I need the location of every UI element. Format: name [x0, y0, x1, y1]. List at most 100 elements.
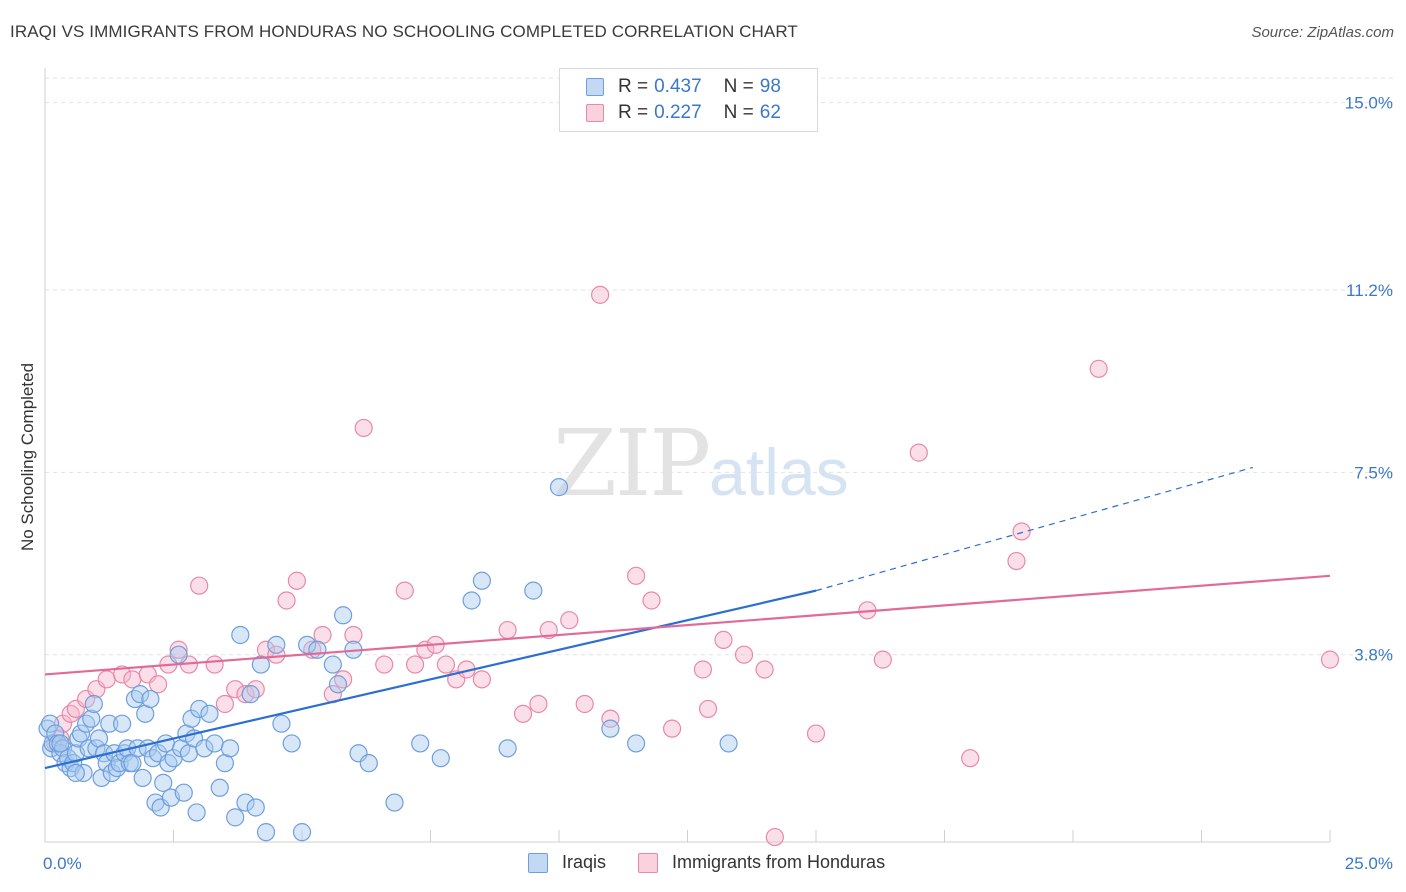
- legend-row-honduras: R = 0.227 N = 62: [586, 102, 781, 124]
- legend-r-label: R =: [618, 76, 649, 97]
- data-point-iraqis: [462, 591, 481, 610]
- watermark: ZIPatlas: [553, 410, 849, 517]
- data-point-honduras: [236, 685, 255, 704]
- tick-labels: 3.8% 7.5% 11.2% 15.0% 0.0% 25.0%: [43, 94, 1393, 873]
- data-point-honduras: [539, 620, 558, 640]
- data-point-honduras: [698, 699, 718, 719]
- data-point-iraqis: [210, 778, 229, 797]
- trend-line-iraqis-extension: [815, 466, 1254, 592]
- data-point-iraqis: [359, 754, 378, 773]
- data-point-iraqis: [385, 793, 404, 812]
- data-point-honduras: [169, 640, 188, 659]
- data-point-iraqis: [169, 645, 188, 664]
- legend-r-value: 0.437: [654, 76, 702, 97]
- correlation-legend: R = 0.437 N = 98 R = 0.227 N = 62: [559, 68, 818, 132]
- legend-label-honduras: Immigrants from Honduras: [672, 852, 886, 872]
- data-point-iraqis: [719, 734, 738, 753]
- data-point-honduras: [277, 591, 296, 610]
- data-point-honduras: [395, 581, 414, 600]
- data-point-iraqis: [251, 655, 270, 674]
- legend-n-value: 98: [759, 76, 781, 97]
- data-point-iraqis: [84, 694, 103, 714]
- data-point-iraqis: [292, 823, 312, 842]
- trend-lines: [44, 466, 1331, 770]
- source-label: Source: ZipAtlas.com: [1251, 24, 1394, 41]
- data-point-honduras: [806, 724, 826, 743]
- data-point-iraqis: [112, 714, 132, 733]
- legend-item-honduras[interactable]: Immigrants from Honduras: [638, 852, 885, 873]
- data-point-iraqis: [241, 685, 260, 704]
- data-point-iraqis: [308, 640, 327, 659]
- data-point-iraqis: [282, 734, 301, 753]
- data-point-iraqis: [71, 724, 91, 743]
- data-point-iraqis: [125, 689, 145, 709]
- data-point-iraqis: [174, 783, 193, 802]
- data-point-honduras: [513, 704, 533, 723]
- data-point-honduras: [961, 749, 980, 768]
- data-point-honduras: [215, 694, 234, 714]
- data-point-iraqis: [141, 689, 160, 709]
- data-point-iraqis: [205, 734, 224, 753]
- axes: [44, 68, 1331, 843]
- legend-r-value: 0.227: [654, 102, 702, 123]
- data-point-honduras: [909, 443, 928, 462]
- data-point-honduras: [287, 571, 306, 590]
- data-point-iraqis: [272, 714, 291, 733]
- legend-swatch-pink: [586, 104, 604, 122]
- data-point-honduras: [375, 655, 394, 674]
- x-tick-label: 25.0%: [1345, 854, 1393, 873]
- data-point-honduras: [601, 709, 620, 728]
- data-point-iraqis: [549, 478, 569, 497]
- legend-n-label: N =: [723, 76, 754, 97]
- legend-label-iraqis: Iraqis: [562, 852, 607, 872]
- data-point-iraqis: [130, 685, 150, 704]
- data-point-iraqis: [154, 773, 173, 792]
- y-tick-label: 3.8%: [1354, 646, 1393, 665]
- data-point-honduras: [405, 655, 425, 674]
- series-legend: Iraqis Immigrants from Honduras: [0, 852, 1406, 876]
- data-point-honduras: [1007, 551, 1026, 571]
- data-point-iraqis: [195, 739, 214, 758]
- data-point-honduras: [693, 660, 713, 679]
- data-point-iraqis: [236, 793, 255, 812]
- data-point-iraqis: [133, 768, 152, 788]
- data-point-honduras: [246, 680, 265, 699]
- y-tick-label: 7.5%: [1354, 463, 1393, 482]
- data-point-iraqis: [431, 749, 450, 768]
- data-point-iraqis: [220, 739, 240, 758]
- data-point-honduras: [267, 645, 286, 664]
- y-axis-label: No Schooling Completed: [18, 362, 37, 552]
- legend-swatch-blue: [586, 78, 604, 96]
- data-point-honduras: [498, 620, 517, 640]
- legend-n-label: N =: [723, 102, 754, 123]
- data-point-honduras: [626, 566, 646, 585]
- data-point-iraqis: [182, 709, 201, 728]
- legend-row-iraqis: R = 0.437 N = 98: [586, 76, 781, 98]
- data-point-iraqis: [41, 714, 60, 733]
- y-tick-label: 15.0%: [1345, 94, 1393, 113]
- data-point-honduras: [734, 645, 754, 664]
- legend-r-label: R =: [618, 102, 649, 123]
- data-point-honduras: [529, 694, 548, 714]
- data-point-iraqis: [51, 734, 70, 753]
- legend-swatch-iraqis: [528, 852, 548, 873]
- data-point-honduras: [873, 650, 892, 669]
- y-tick-label: 11.2%: [1346, 281, 1393, 300]
- data-point-iraqis: [246, 798, 265, 817]
- grid-lines: [45, 77, 1395, 656]
- data-point-iraqis: [256, 823, 276, 842]
- data-point-honduras: [1012, 522, 1031, 541]
- legend-n-value: 62: [759, 102, 781, 123]
- data-point-honduras: [591, 285, 610, 304]
- data-point-honduras: [765, 827, 784, 847]
- watermark-atlas: atlas: [709, 435, 849, 509]
- data-point-iraqis: [82, 709, 101, 728]
- data-point-honduras: [662, 719, 682, 738]
- legend-item-iraqis[interactable]: Iraqis: [528, 852, 606, 873]
- data-point-iraqis: [74, 763, 93, 783]
- data-point-iraqis: [601, 719, 620, 738]
- data-point-honduras: [148, 675, 168, 694]
- data-point-honduras: [1089, 359, 1108, 378]
- data-point-iraqis: [102, 763, 121, 783]
